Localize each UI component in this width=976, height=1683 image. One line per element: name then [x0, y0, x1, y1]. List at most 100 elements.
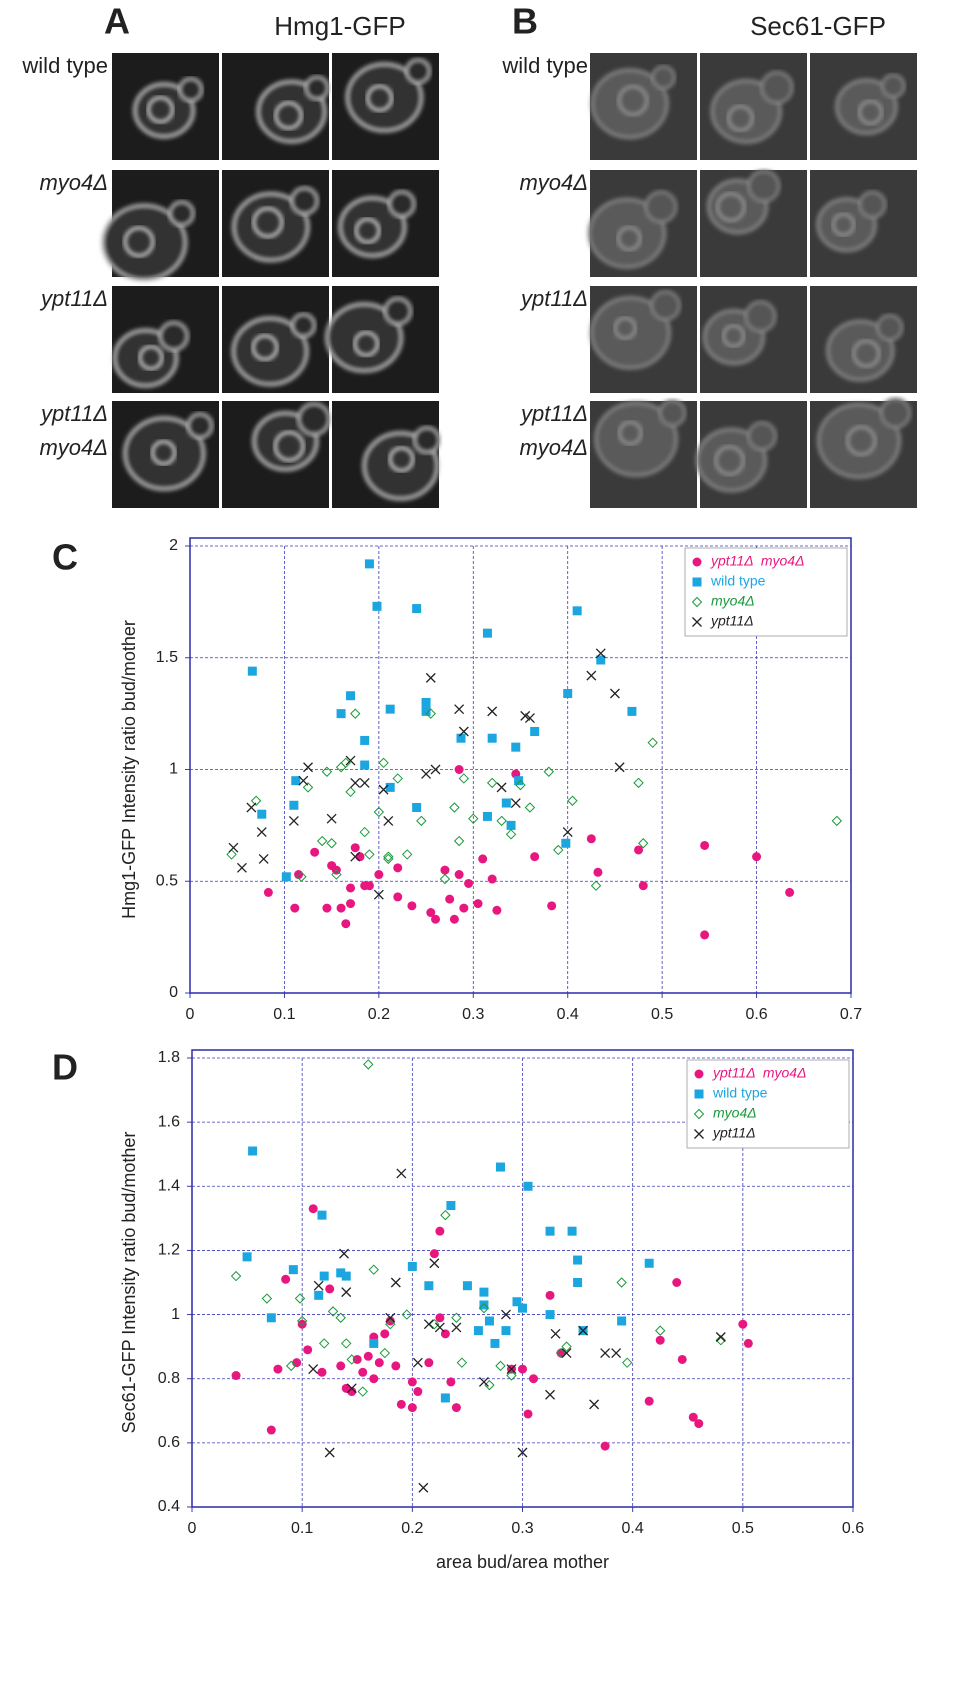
- bud: [644, 190, 678, 224]
- plot-frame: [189, 537, 852, 994]
- cell: [101, 203, 188, 282]
- point: [325, 1284, 335, 1294]
- point: [289, 800, 299, 810]
- x-tick-label: 0.2: [401, 1520, 423, 1537]
- point: [336, 709, 346, 719]
- micrograph: [700, 286, 807, 393]
- point: [445, 894, 455, 904]
- point: [715, 1332, 726, 1342]
- point: [401, 849, 413, 860]
- plot-frame: [191, 1049, 854, 1508]
- micrograph: [332, 401, 442, 508]
- point: [454, 704, 465, 715]
- point: [482, 628, 492, 638]
- point: [487, 733, 497, 743]
- point: [303, 1345, 313, 1355]
- point: [298, 775, 309, 786]
- bud: [158, 320, 190, 352]
- point: [285, 1360, 297, 1372]
- point: [715, 1335, 727, 1346]
- point: [392, 773, 403, 784]
- point: [369, 1338, 379, 1348]
- point: [454, 765, 464, 774]
- cell: [589, 296, 671, 370]
- point: [423, 1319, 434, 1330]
- nucleus: [616, 226, 642, 251]
- point: [407, 1377, 417, 1387]
- point: [596, 655, 606, 665]
- point: [468, 813, 479, 824]
- point: [446, 1201, 456, 1211]
- point: [350, 851, 361, 862]
- x-tick-label: 0.1: [273, 1006, 295, 1023]
- point: [831, 815, 843, 827]
- point: [339, 1248, 349, 1259]
- point: [246, 802, 257, 813]
- point: [372, 601, 382, 611]
- point: [345, 755, 356, 766]
- point: [327, 1306, 339, 1317]
- nucleus: [151, 440, 177, 466]
- micrograph: [112, 401, 219, 508]
- panel-label: C: [52, 537, 78, 578]
- point: [318, 1338, 330, 1349]
- point: [226, 849, 237, 860]
- cell: [587, 197, 667, 269]
- point: [567, 795, 578, 806]
- point: [633, 777, 644, 789]
- nucleus: [618, 420, 643, 446]
- point: [359, 826, 370, 838]
- legend-box: [684, 547, 848, 637]
- bud: [858, 190, 887, 219]
- point: [341, 1287, 352, 1298]
- bud: [186, 412, 214, 440]
- point: [547, 901, 557, 911]
- point: [449, 914, 459, 924]
- y-tick-label: 2: [169, 537, 178, 554]
- legend-marker: [692, 617, 702, 627]
- point: [616, 1277, 627, 1288]
- y-tick-label: 1.5: [156, 649, 178, 666]
- panel-title: Hmg1-GFP: [274, 11, 405, 41]
- point: [451, 1322, 462, 1333]
- point: [517, 1447, 528, 1458]
- nucleus: [252, 206, 284, 238]
- nucleus: [273, 430, 305, 462]
- legend-marker: [694, 1069, 704, 1079]
- nucleus: [366, 84, 394, 112]
- x-tick-label: 0.3: [462, 1006, 484, 1023]
- point: [425, 708, 437, 719]
- bud: [168, 200, 195, 227]
- point: [242, 1252, 252, 1262]
- point: [297, 1319, 307, 1329]
- point: [785, 887, 795, 897]
- point: [456, 733, 466, 743]
- point: [529, 1374, 539, 1384]
- point: [478, 1302, 490, 1314]
- cell: [325, 302, 404, 373]
- point: [464, 878, 474, 888]
- bud: [744, 300, 777, 333]
- y-tick-label: 1.4: [158, 1178, 180, 1195]
- point: [393, 863, 403, 873]
- point: [590, 880, 602, 891]
- legend-entry: wild type: [710, 573, 766, 589]
- cell: [345, 62, 424, 133]
- point: [593, 867, 603, 877]
- point: [341, 1338, 352, 1349]
- point: [350, 777, 361, 788]
- x-tick-label: 0.5: [651, 1006, 673, 1023]
- point: [545, 1226, 555, 1236]
- point: [347, 1387, 357, 1397]
- point: [496, 815, 507, 827]
- legend-entry: ypt11Δ: [710, 613, 754, 629]
- point: [319, 1271, 329, 1281]
- nucleus: [274, 101, 303, 130]
- point: [368, 1264, 379, 1275]
- point: [627, 706, 637, 716]
- point: [261, 1293, 273, 1304]
- point: [520, 710, 531, 721]
- point: [335, 1312, 346, 1323]
- point: [573, 1278, 583, 1287]
- point: [296, 871, 307, 882]
